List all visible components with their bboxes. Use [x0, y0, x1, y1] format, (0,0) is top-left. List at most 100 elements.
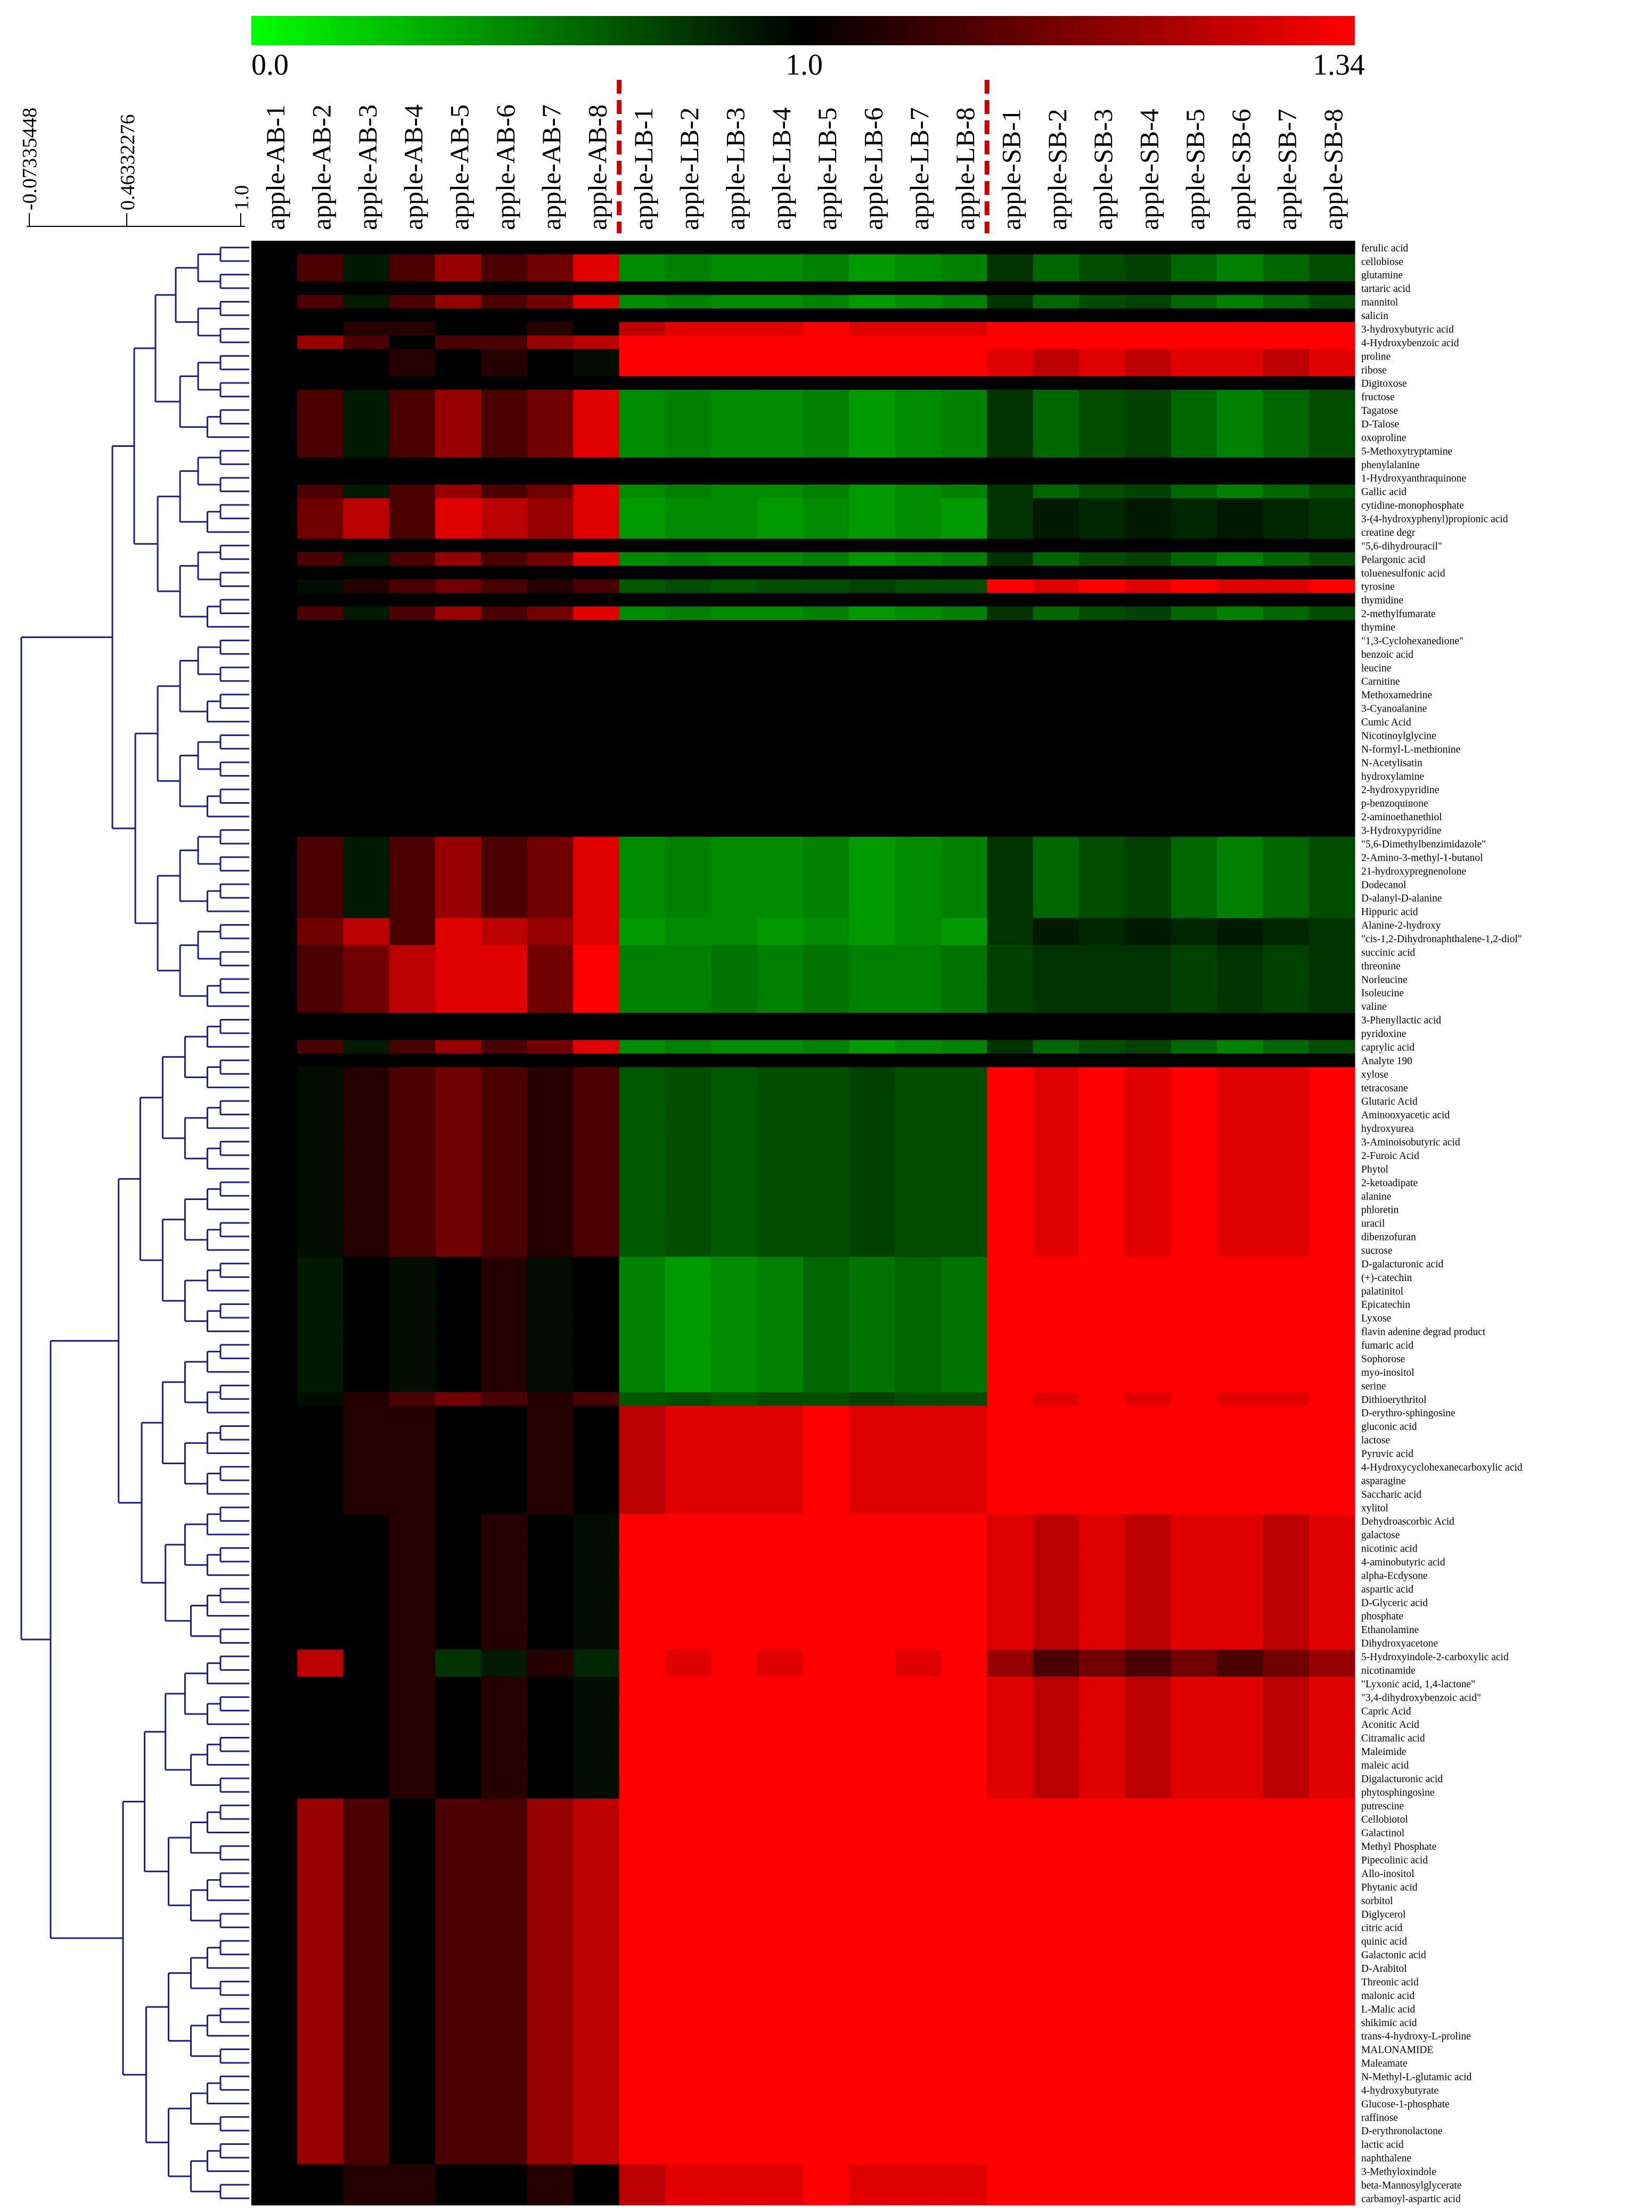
heatmap-cell [573, 606, 620, 621]
heatmap-cell [665, 1094, 711, 1108]
heatmap-cell [343, 241, 390, 255]
heatmap-cell [1171, 2164, 1217, 2178]
heatmap-cell [251, 552, 298, 567]
heatmap-cell [1033, 877, 1079, 892]
heatmap-cell [343, 1013, 390, 1027]
heatmap-cell [1308, 1514, 1355, 1528]
heatmap-cell [1171, 1433, 1217, 1447]
heatmap-cell [343, 985, 390, 1000]
heatmap-cell [1079, 1528, 1125, 1542]
heatmap-cell [849, 1040, 896, 1054]
heatmap-cell [297, 457, 344, 471]
row-label: 3-Methyloxindole [1361, 2167, 1436, 2178]
heatmap-cell [297, 538, 344, 553]
heatmap-cell [297, 647, 344, 662]
heatmap-cell [711, 2056, 758, 2070]
heatmap-cell [389, 254, 436, 268]
heatmap-cell [711, 2015, 758, 2029]
heatmap-cell [1171, 1338, 1217, 1352]
heatmap-cell [1079, 403, 1125, 418]
heatmap-cell [1217, 1703, 1263, 1718]
heatmap-cell [297, 295, 344, 309]
heatmap-cell [527, 1703, 574, 1718]
heatmap-cell [757, 2110, 804, 2124]
heatmap-cell [527, 1054, 574, 1068]
heatmap-cell [895, 1148, 942, 1163]
heatmap-cell [803, 566, 849, 580]
heatmap-cell [1263, 1528, 1310, 1542]
heatmap-cell [757, 2151, 804, 2165]
heatmap-cell [941, 2191, 987, 2206]
heatmap-cell [1125, 742, 1172, 756]
heatmap-cell [297, 1473, 344, 1488]
heatmap-cell [527, 254, 574, 268]
heatmap-cell [1217, 566, 1263, 580]
heatmap-cell [1125, 1703, 1172, 1718]
heatmap-cell [1171, 755, 1217, 770]
heatmap-cell [1217, 1920, 1263, 1935]
heatmap-cell [987, 1555, 1034, 1569]
heatmap-cell [481, 796, 528, 810]
heatmap-cell [1125, 498, 1172, 512]
heatmap-cell [987, 2083, 1034, 2097]
heatmap-cell [757, 579, 804, 593]
heatmap-cell [1217, 1419, 1263, 1433]
heatmap-cell [619, 1622, 666, 1637]
heatmap-cell [895, 538, 942, 553]
heatmap-cell [1125, 2164, 1172, 2178]
heatmap-cell [1308, 1541, 1355, 1555]
heatmap-cell [665, 1974, 711, 1989]
heatmap-cell [1125, 1107, 1172, 1122]
heatmap-cell [987, 1351, 1034, 1366]
heatmap-cell [1125, 1460, 1172, 1474]
heatmap-cell [711, 1974, 758, 1989]
heatmap-cell [619, 1013, 666, 1027]
heatmap-cell [343, 1338, 390, 1352]
heatmap-cell [987, 1988, 1034, 2003]
heatmap-cell [803, 1812, 849, 1826]
heatmap-cell [987, 2029, 1034, 2043]
heatmap-cell [1171, 1500, 1217, 1515]
heatmap-cell [987, 1419, 1034, 1433]
heatmap-cell [1217, 1094, 1263, 1108]
heatmap-cell [343, 1054, 390, 1068]
heatmap-cell [987, 932, 1034, 946]
heatmap-cell [665, 281, 711, 296]
heatmap-cell [251, 525, 298, 540]
heatmap-cell [849, 904, 896, 919]
heatmap-cell [343, 688, 390, 702]
heatmap-cell [481, 349, 528, 363]
heatmap-cell [987, 2110, 1034, 2124]
heatmap-cell [987, 701, 1034, 715]
heatmap-cell [1263, 850, 1310, 864]
heatmap-cell [573, 1378, 620, 1393]
heatmap-cell [1308, 362, 1355, 377]
heatmap-cell [619, 1880, 666, 1894]
heatmap-cell [343, 755, 390, 770]
heatmap-cell [895, 674, 942, 688]
heatmap-cell [1033, 1324, 1079, 1338]
heatmap-cell [1217, 1609, 1263, 1623]
heatmap-cell [1033, 1947, 1079, 1962]
heatmap-cell [1125, 1758, 1172, 1772]
heatmap-cell [481, 2042, 528, 2056]
heatmap-cell [343, 620, 390, 634]
heatmap-cell [1171, 1351, 1217, 1366]
heatmap-cell [1171, 1988, 1217, 2003]
heatmap-cell [757, 308, 804, 323]
heatmap-cell [527, 2015, 574, 2029]
heatmap-cell [711, 1772, 758, 1786]
group-separators [617, 80, 989, 233]
heatmap-cell [481, 1609, 528, 1623]
heatmap-cell [389, 1663, 436, 1677]
heatmap-cell [711, 1528, 758, 1542]
heatmap-cell [987, 2015, 1034, 2029]
heatmap-cell [343, 593, 390, 607]
heatmap-cell [987, 782, 1034, 797]
heatmap-cell [1125, 1920, 1172, 1935]
heatmap-cell [711, 1473, 758, 1488]
heatmap-cell [941, 552, 987, 567]
heatmap-cell [1308, 2056, 1355, 2070]
heatmap-cell [1263, 1947, 1310, 1962]
heatmap-cell [1217, 241, 1263, 255]
